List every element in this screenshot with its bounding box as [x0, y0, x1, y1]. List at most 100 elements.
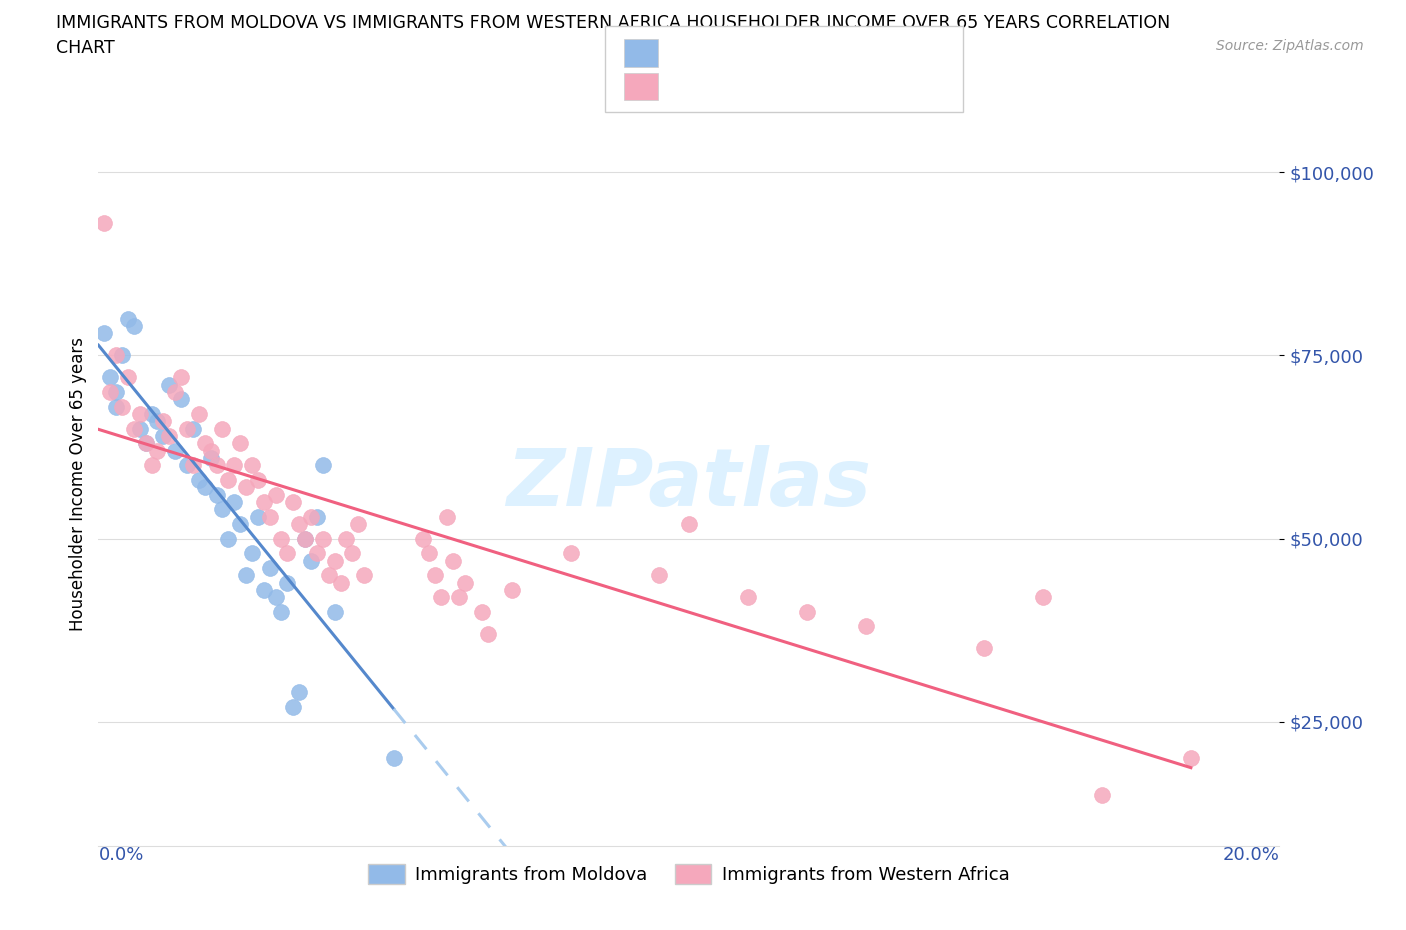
- Point: [205, 458, 228, 472]
- Point: [122, 319, 145, 334]
- Point: [283, 495, 305, 510]
- Point: [181, 458, 204, 472]
- Point: [165, 385, 187, 400]
- Point: [187, 406, 209, 421]
- Point: [253, 495, 276, 510]
- Point: [128, 421, 150, 436]
- Point: [305, 509, 328, 524]
- Point: [312, 458, 335, 472]
- Point: [973, 641, 995, 656]
- Point: [240, 458, 263, 472]
- Text: ZIPatlas: ZIPatlas: [506, 445, 872, 523]
- Point: [329, 575, 352, 590]
- Point: [294, 531, 316, 546]
- Point: [200, 444, 222, 458]
- Point: [211, 502, 233, 517]
- Point: [93, 216, 115, 231]
- Point: [141, 458, 163, 472]
- Point: [323, 553, 346, 568]
- Point: [105, 348, 128, 363]
- Point: [165, 444, 187, 458]
- Point: [1180, 751, 1202, 765]
- Point: [246, 472, 269, 487]
- Point: [323, 604, 346, 619]
- Point: [146, 444, 169, 458]
- Point: [235, 480, 257, 495]
- Point: [678, 516, 700, 531]
- Text: Source: ZipAtlas.com: Source: ZipAtlas.com: [1216, 39, 1364, 53]
- Point: [146, 414, 169, 429]
- Point: [128, 406, 150, 421]
- Point: [418, 546, 440, 561]
- Text: 0.0%: 0.0%: [98, 846, 143, 864]
- Point: [229, 516, 252, 531]
- Point: [648, 567, 671, 582]
- Point: [347, 516, 370, 531]
- Point: [217, 531, 239, 546]
- Point: [412, 531, 434, 546]
- Point: [122, 421, 145, 436]
- Point: [318, 567, 340, 582]
- Text: CHART: CHART: [56, 39, 115, 57]
- Text: IMMIGRANTS FROM MOLDOVA VS IMMIGRANTS FROM WESTERN AFRICA HOUSEHOLDER INCOME OVE: IMMIGRANTS FROM MOLDOVA VS IMMIGRANTS FR…: [56, 14, 1170, 32]
- Point: [471, 604, 494, 619]
- Point: [152, 429, 174, 444]
- Point: [299, 553, 322, 568]
- Point: [294, 531, 316, 546]
- Point: [276, 575, 298, 590]
- Point: [796, 604, 818, 619]
- Point: [264, 487, 287, 502]
- Point: [111, 399, 134, 414]
- Point: [117, 312, 139, 326]
- Point: [560, 546, 582, 561]
- Point: [342, 546, 364, 561]
- Point: [270, 604, 292, 619]
- Point: [288, 516, 311, 531]
- Point: [105, 385, 128, 400]
- Point: [217, 472, 239, 487]
- Point: [501, 582, 523, 597]
- Point: [259, 509, 281, 524]
- Point: [135, 436, 157, 451]
- Point: [240, 546, 263, 561]
- Text: R = -0.150    N = 41: R = -0.150 N = 41: [668, 37, 851, 56]
- Point: [312, 531, 335, 546]
- Point: [270, 531, 292, 546]
- Point: [299, 509, 322, 524]
- Point: [855, 619, 877, 634]
- Point: [430, 590, 453, 604]
- Point: [205, 487, 228, 502]
- Point: [194, 480, 217, 495]
- Point: [135, 436, 157, 451]
- Point: [305, 546, 328, 561]
- Point: [229, 436, 252, 451]
- Point: [176, 421, 198, 436]
- Point: [224, 495, 246, 510]
- Point: [200, 450, 222, 465]
- Point: [170, 392, 193, 406]
- Point: [423, 567, 446, 582]
- Point: [211, 421, 233, 436]
- Point: [283, 699, 305, 714]
- Point: [259, 561, 281, 576]
- Point: [98, 370, 121, 385]
- Point: [436, 509, 458, 524]
- Point: [253, 582, 276, 597]
- Point: [477, 627, 499, 642]
- Text: 20.0%: 20.0%: [1223, 846, 1279, 864]
- Point: [1091, 788, 1114, 803]
- Point: [453, 575, 475, 590]
- Point: [157, 378, 180, 392]
- Point: [1032, 590, 1054, 604]
- Point: [288, 685, 311, 700]
- Y-axis label: Householder Income Over 65 years: Householder Income Over 65 years: [69, 337, 87, 631]
- Point: [246, 509, 269, 524]
- Point: [335, 531, 357, 546]
- Point: [447, 590, 470, 604]
- Point: [170, 370, 193, 385]
- Point: [276, 546, 298, 561]
- Point: [353, 567, 375, 582]
- Point: [117, 370, 139, 385]
- Point: [441, 553, 464, 568]
- Point: [187, 472, 209, 487]
